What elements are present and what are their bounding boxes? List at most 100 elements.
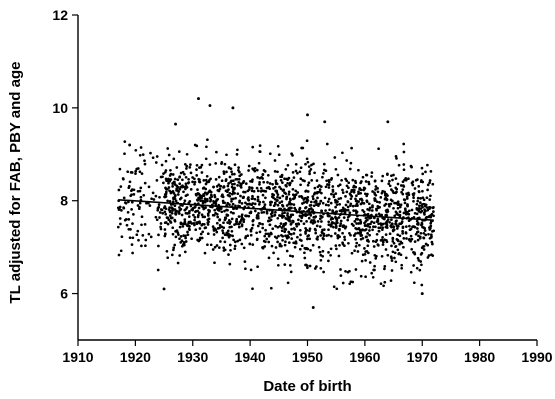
data-point-outlier [231, 106, 234, 109]
data-point [201, 237, 204, 240]
data-point [337, 174, 340, 177]
data-point [418, 204, 421, 207]
data-point [232, 239, 235, 242]
data-point [272, 197, 275, 200]
data-point [292, 220, 295, 223]
data-point [417, 239, 420, 242]
data-point [250, 234, 253, 237]
data-point [314, 232, 317, 235]
data-point [242, 181, 245, 184]
data-point [320, 220, 323, 223]
data-point [219, 185, 222, 188]
data-point [126, 170, 129, 173]
data-point [429, 225, 432, 228]
data-point [345, 191, 348, 194]
data-point [181, 178, 184, 181]
data-point [234, 197, 237, 200]
data-point [191, 181, 194, 184]
data-point [258, 203, 261, 206]
data-point [319, 225, 322, 228]
data-point [262, 247, 265, 250]
data-point [127, 211, 130, 214]
data-point [218, 190, 221, 193]
data-point [372, 276, 375, 279]
data-point [120, 209, 123, 212]
data-point [339, 268, 342, 271]
data-point [280, 175, 283, 178]
data-point [384, 214, 387, 217]
data-point [264, 196, 267, 199]
data-point [319, 234, 322, 237]
data-point [236, 178, 239, 181]
data-point [178, 182, 181, 185]
data-point [347, 206, 350, 209]
data-point [178, 254, 181, 257]
data-point [370, 175, 373, 178]
data-point [236, 184, 239, 187]
data-point [199, 227, 202, 230]
data-point [164, 232, 167, 235]
data-point [335, 226, 338, 229]
data-point [228, 219, 231, 222]
data-point [398, 243, 401, 246]
data-point [320, 259, 323, 262]
data-point [400, 191, 403, 194]
data-point [355, 218, 358, 221]
data-point [213, 209, 216, 212]
data-point [123, 197, 126, 200]
data-point [293, 176, 296, 179]
data-point [166, 250, 169, 253]
data-point [322, 172, 325, 175]
data-point [208, 179, 211, 182]
data-point [349, 168, 352, 171]
data-point [261, 227, 264, 230]
data-point [284, 240, 287, 243]
data-point [247, 196, 250, 199]
data-point [223, 172, 226, 175]
data-point [155, 195, 158, 198]
data-point [365, 199, 368, 202]
data-point [158, 216, 161, 219]
data-point [348, 232, 351, 235]
data-point [217, 227, 220, 230]
data-point [387, 218, 390, 221]
data-point [232, 179, 235, 182]
data-point [399, 206, 402, 209]
data-point [368, 183, 371, 186]
data-point [310, 204, 313, 207]
data-point [272, 252, 275, 255]
data-point [397, 203, 400, 206]
data-point [288, 193, 291, 196]
data-point [321, 231, 324, 234]
data-point [359, 233, 362, 236]
data-point [184, 199, 187, 202]
data-point [171, 185, 174, 188]
data-point [257, 225, 260, 228]
data-point [391, 259, 394, 262]
data-point [431, 213, 434, 216]
data-point [405, 192, 408, 195]
data-point [355, 242, 358, 245]
data-point [352, 186, 355, 189]
data-point [140, 245, 143, 248]
data-point [367, 252, 370, 255]
data-point [256, 187, 259, 190]
data-point [289, 254, 292, 257]
data-point [305, 220, 308, 223]
data-point [201, 213, 204, 216]
data-point [234, 163, 237, 166]
data-point [166, 147, 169, 150]
data-point [281, 189, 284, 192]
data-point [371, 209, 374, 212]
data-point [130, 208, 133, 211]
data-point [251, 287, 254, 290]
data-point [222, 246, 225, 249]
data-point [190, 172, 193, 175]
data-point [170, 191, 173, 194]
data-point [144, 239, 147, 242]
data-point [254, 167, 257, 170]
data-point [330, 178, 333, 181]
data-point [167, 223, 170, 226]
data-point [310, 201, 313, 204]
data-point [378, 201, 381, 204]
